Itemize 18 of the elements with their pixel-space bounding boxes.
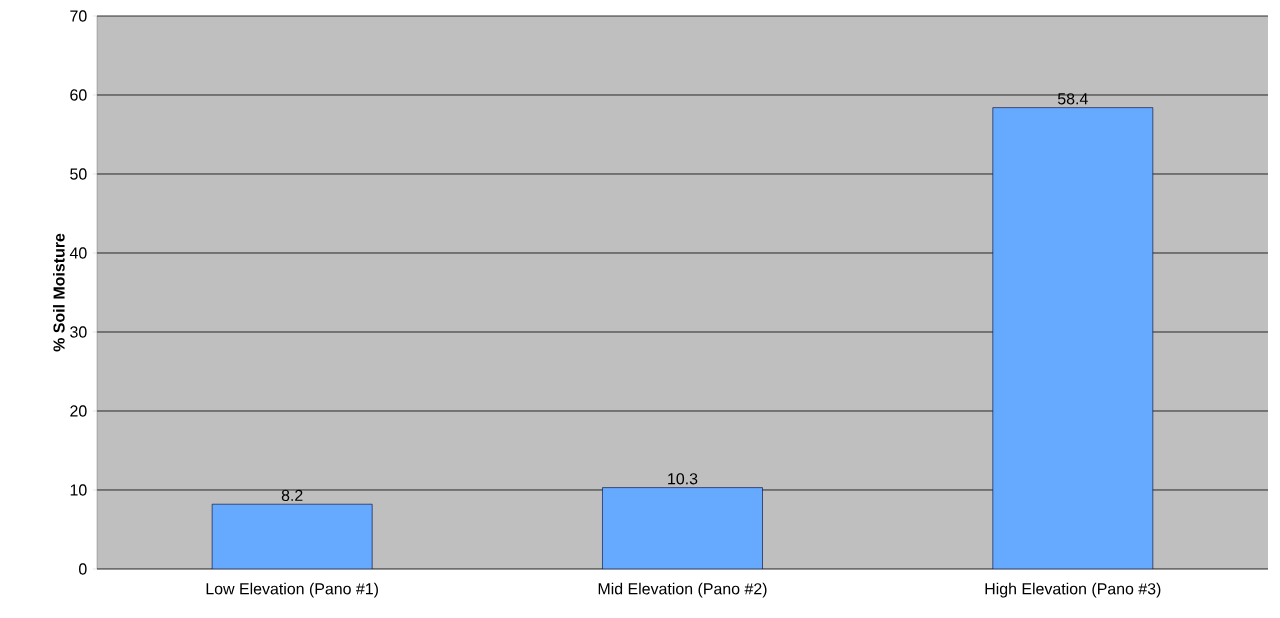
x-tick-label: Mid Elevation (Pano #2) bbox=[598, 582, 767, 598]
bar bbox=[211, 503, 373, 569]
y-tick-label: 50 bbox=[70, 168, 87, 180]
y-tick-label: 20 bbox=[70, 405, 87, 417]
bar bbox=[992, 107, 1154, 569]
data-label: 10.3 bbox=[668, 473, 698, 485]
data-label: 8.2 bbox=[281, 489, 303, 502]
y-tick-label: 40 bbox=[69, 247, 87, 259]
y-tick-label: 70 bbox=[70, 10, 87, 22]
y-tick-label: 0 bbox=[79, 563, 87, 575]
y-tick-label: 60 bbox=[70, 89, 87, 101]
x-tick-label: Low Elevation (Pano #1) bbox=[206, 582, 378, 598]
x-tick-label: High Elevation (Pano #3) bbox=[985, 582, 1161, 598]
y-axis-title: % Soil Moisture bbox=[52, 233, 65, 352]
bar bbox=[602, 487, 763, 569]
data-label: 58.4 bbox=[1057, 93, 1088, 105]
y-tick-label: 10 bbox=[70, 484, 87, 496]
y-tick-label: 30 bbox=[70, 326, 87, 338]
